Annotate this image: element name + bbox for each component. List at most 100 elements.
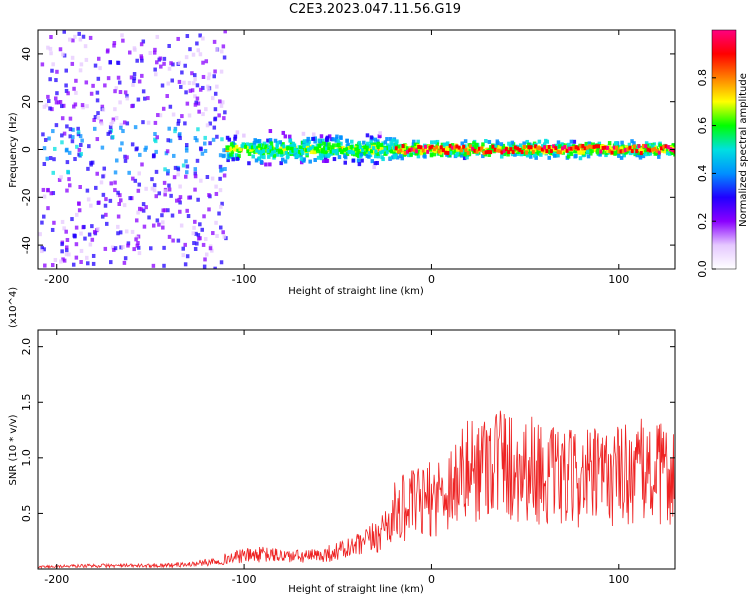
heatmap-cell bbox=[137, 182, 142, 187]
colorbar-tick-label: 0.2 bbox=[696, 212, 709, 230]
heatmap-cell bbox=[194, 100, 198, 105]
heatmap-cell bbox=[540, 150, 545, 155]
heatmap-cell bbox=[360, 158, 364, 163]
heatmap-cell bbox=[512, 147, 517, 152]
heatmap-cell bbox=[85, 255, 89, 260]
heatmap-cell bbox=[220, 137, 224, 142]
heatmap-ridge-cell bbox=[293, 147, 297, 152]
heatmap-cell bbox=[129, 75, 134, 80]
heatmap-cell bbox=[433, 149, 437, 154]
heatmap-ridge-cell bbox=[345, 147, 349, 152]
heatmap-cell bbox=[200, 151, 205, 156]
heatmap-cell bbox=[60, 219, 65, 224]
heatmap-cell bbox=[42, 161, 47, 166]
heatmap-ridge-cell bbox=[516, 146, 520, 151]
heatmap-ridge-cell bbox=[289, 150, 293, 155]
heatmap-cell bbox=[143, 96, 147, 101]
heatmap-cell bbox=[208, 121, 212, 126]
heatmap-cell bbox=[232, 147, 237, 152]
heatmap-ridge-cell bbox=[597, 144, 601, 149]
heatmap-cell bbox=[81, 105, 85, 110]
heatmap-cell bbox=[133, 47, 137, 52]
heatmap-cell bbox=[537, 151, 541, 156]
heatmap-ridge-cell bbox=[365, 148, 369, 153]
heatmap-cell bbox=[262, 141, 267, 146]
heatmap-cell bbox=[79, 231, 83, 236]
heatmap-cell bbox=[316, 149, 321, 154]
heatmap-cell bbox=[79, 62, 84, 67]
heatmap-cell bbox=[324, 137, 329, 142]
heatmap-cell bbox=[269, 152, 273, 157]
heatmap-cell bbox=[205, 174, 210, 179]
heatmap-cell bbox=[623, 150, 628, 155]
heatmap-cell bbox=[47, 136, 51, 141]
heatmap-cell bbox=[180, 114, 184, 119]
heatmap-cell bbox=[599, 147, 603, 152]
heatmap-cell bbox=[119, 125, 123, 130]
spectrogram-heatmap bbox=[38, 30, 675, 269]
heatmap-cell bbox=[65, 147, 69, 152]
heatmap-cell bbox=[313, 136, 317, 141]
heatmap-ridge-cell bbox=[655, 148, 659, 153]
heatmap-ridge-cell bbox=[468, 144, 472, 149]
heatmap-cell bbox=[160, 213, 164, 218]
heatmap-cell bbox=[58, 100, 63, 105]
heatmap-ridge-cell bbox=[358, 145, 362, 150]
heatmap-cell bbox=[60, 242, 64, 247]
heatmap-cell bbox=[591, 142, 595, 147]
heatmap-cell bbox=[214, 220, 218, 225]
heatmap-cell bbox=[460, 141, 464, 146]
heatmap-cell bbox=[463, 152, 467, 157]
heatmap-cell bbox=[153, 72, 158, 77]
heatmap-cell bbox=[40, 245, 44, 250]
heatmap-cell bbox=[48, 77, 52, 82]
heatmap-ridge-cell bbox=[311, 144, 315, 149]
heatmap-cell bbox=[136, 97, 141, 102]
heatmap-cell bbox=[77, 147, 82, 152]
heatmap-ridge-cell bbox=[448, 143, 452, 148]
heatmap-cell bbox=[534, 155, 538, 160]
heatmap-ridge-cell bbox=[444, 150, 448, 155]
heatmap-cell bbox=[272, 153, 277, 158]
heatmap-cell bbox=[451, 150, 455, 155]
heatmap-cell bbox=[218, 188, 223, 193]
heatmap-ridge-cell bbox=[399, 148, 403, 153]
heatmap-cell bbox=[343, 160, 347, 165]
heatmap-cell bbox=[199, 147, 203, 152]
heatmap-cell bbox=[335, 134, 339, 139]
heatmap-ridge-cell bbox=[520, 150, 524, 155]
heatmap-cell bbox=[156, 113, 160, 118]
heatmap-ridge-cell bbox=[343, 147, 347, 152]
heatmap-ridge-cell bbox=[417, 144, 421, 149]
heatmap-cell bbox=[240, 144, 245, 149]
heatmap-cell bbox=[547, 155, 551, 160]
heatmap-cell bbox=[259, 146, 263, 151]
heatmap-cell bbox=[223, 167, 227, 172]
heatmap-cell bbox=[79, 142, 83, 147]
heatmap-cell bbox=[513, 152, 517, 157]
heatmap-cell bbox=[385, 137, 389, 142]
heatmap-cell bbox=[350, 139, 354, 144]
heatmap-cell bbox=[137, 206, 142, 211]
heatmap-cell bbox=[636, 150, 641, 155]
heatmap-cell bbox=[195, 41, 199, 46]
heatmap-cell bbox=[257, 156, 261, 161]
heatmap-cell bbox=[75, 144, 79, 149]
heatmap-cell bbox=[77, 201, 81, 206]
heatmap-cell bbox=[70, 61, 75, 66]
heatmap-cell bbox=[99, 119, 103, 124]
heatmap-cell bbox=[41, 187, 46, 192]
heatmap-cell bbox=[391, 155, 395, 160]
y-tick-label: 0 bbox=[20, 146, 33, 153]
heatmap-cell bbox=[193, 174, 198, 179]
heatmap-cell bbox=[545, 139, 549, 144]
heatmap-cell bbox=[77, 31, 81, 36]
heatmap-ridge-cell bbox=[480, 146, 484, 151]
heatmap-cell bbox=[65, 237, 70, 242]
heatmap-ridge-cell bbox=[300, 148, 304, 153]
heatmap-cell bbox=[215, 233, 219, 238]
spectrogram-panel: -200 -100 0 100 40 20 0 -20 -40 Height of straig… bbox=[8, 29, 676, 297]
heatmap-cell bbox=[228, 147, 233, 152]
heatmap-cell bbox=[142, 224, 147, 229]
heatmap-cell bbox=[87, 232, 92, 237]
